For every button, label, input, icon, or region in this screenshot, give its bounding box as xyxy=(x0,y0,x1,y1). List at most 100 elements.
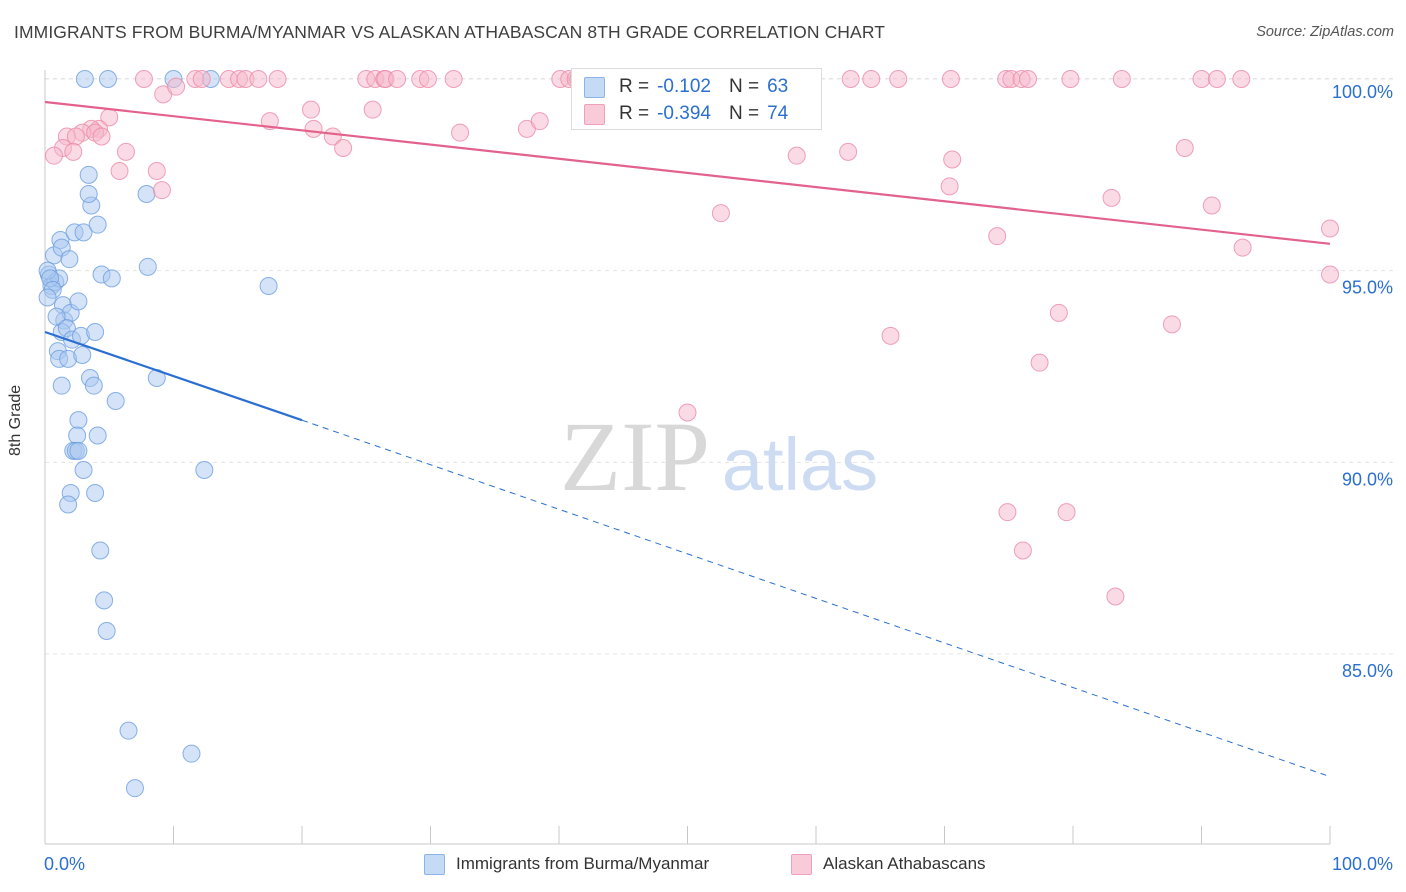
data-point xyxy=(334,139,353,157)
data-point xyxy=(881,326,900,345)
data-point xyxy=(1232,70,1251,88)
data-point xyxy=(249,70,268,88)
data-point xyxy=(52,376,71,395)
data-point xyxy=(195,461,214,479)
data-point xyxy=(88,215,107,234)
data-point xyxy=(1321,219,1339,238)
data-point xyxy=(444,70,463,88)
data-point xyxy=(116,142,135,161)
trend-line-athabascan xyxy=(44,100,1331,245)
data-point xyxy=(1057,503,1076,522)
data-point xyxy=(91,541,110,560)
legend-row-athabascan: R = -0.394 N = 74 xyxy=(584,102,788,126)
data-point xyxy=(92,127,111,146)
legend-n-value: 63 xyxy=(767,76,789,97)
data-point xyxy=(137,185,156,203)
stats-legend: R = -0.102 N = 63 R = -0.394 N = 74 xyxy=(571,68,822,130)
data-point xyxy=(59,495,78,514)
x-tick-label: 0.0% xyxy=(44,854,85,874)
data-point xyxy=(69,292,88,311)
data-point xyxy=(86,484,105,502)
data-point xyxy=(95,591,114,610)
data-point xyxy=(711,204,730,223)
trend-lines xyxy=(44,100,1331,778)
data-point xyxy=(839,142,858,161)
data-point xyxy=(68,426,87,445)
data-point xyxy=(998,503,1017,522)
watermark-atlas: atlas xyxy=(722,423,878,506)
legend-r-value: -0.102 xyxy=(657,76,711,97)
data-point xyxy=(110,162,129,180)
series-athabascan-points xyxy=(44,70,1339,606)
data-point xyxy=(862,70,881,88)
data-point xyxy=(134,70,153,88)
data-point xyxy=(1049,303,1068,322)
data-point xyxy=(388,70,407,88)
data-point xyxy=(84,376,103,395)
data-point xyxy=(940,177,959,196)
data-point xyxy=(530,112,549,131)
bottom-legend-burma: Immigrants from Burma/Myanmar xyxy=(424,851,709,877)
data-point xyxy=(152,181,171,200)
y-tick-label: 95.0% xyxy=(1342,278,1393,298)
data-point xyxy=(1030,353,1049,372)
legend-row-burma: R = -0.102 N = 63 xyxy=(584,75,788,99)
data-point xyxy=(167,77,186,96)
data-point xyxy=(79,165,98,184)
data-point xyxy=(98,70,117,88)
y-tick-labels: 85.0% 90.0% 95.0% 100.0% xyxy=(1332,82,1393,681)
data-point xyxy=(75,70,94,88)
data-point xyxy=(125,779,144,798)
data-point xyxy=(69,411,88,430)
data-point xyxy=(1102,188,1121,207)
y-tick-label: 90.0% xyxy=(1342,469,1393,489)
y-tick-label: 100.0% xyxy=(1332,82,1393,102)
data-point xyxy=(138,257,157,276)
data-point xyxy=(418,70,437,88)
data-point xyxy=(192,70,211,88)
data-point xyxy=(988,227,1007,246)
trend-line-burma-extension xyxy=(301,419,1331,778)
data-point xyxy=(182,744,201,763)
chart-title: IMMIGRANTS FROM BURMA/MYANMAR VS ALASKAN… xyxy=(14,22,886,42)
data-point xyxy=(1192,70,1211,88)
data-point xyxy=(1202,196,1221,215)
legend-swatch-pink xyxy=(584,103,605,125)
y-tick-label: 85.0% xyxy=(1342,661,1393,681)
data-point xyxy=(941,70,960,88)
data-point xyxy=(74,461,93,479)
data-point xyxy=(79,185,98,203)
watermark: ZIP atlas xyxy=(560,401,878,512)
y-axis-label: 8th Grade xyxy=(7,384,24,456)
data-point xyxy=(1175,139,1194,157)
legend-n-label: N = xyxy=(728,103,760,124)
grid xyxy=(45,78,1395,655)
data-point xyxy=(301,100,320,119)
data-point xyxy=(147,162,166,180)
data-point xyxy=(1233,238,1252,257)
legend-r-value: -0.394 xyxy=(657,103,711,124)
trend-line-burma xyxy=(44,330,303,422)
data-point xyxy=(451,123,470,142)
data-point xyxy=(44,146,63,165)
data-point xyxy=(1162,315,1181,334)
legend-n-value: 74 xyxy=(767,103,789,124)
legend-n-label: N = xyxy=(728,76,760,97)
data-point xyxy=(259,277,278,295)
legend-r-label: R = xyxy=(619,103,650,124)
legend-label-athabascan: Alaskan Athabascans xyxy=(823,854,986,873)
data-point xyxy=(1106,587,1125,606)
data-point xyxy=(1321,265,1339,284)
data-point xyxy=(38,288,57,307)
data-point xyxy=(1207,70,1226,88)
data-point xyxy=(304,119,323,138)
data-point xyxy=(1013,541,1032,560)
data-point xyxy=(841,70,860,88)
data-point xyxy=(119,721,138,740)
data-point xyxy=(74,223,93,242)
data-point xyxy=(88,426,107,445)
data-point xyxy=(106,392,125,410)
x-tick-labels: 0.0% 100.0% xyxy=(44,854,1393,874)
data-point xyxy=(787,146,806,165)
